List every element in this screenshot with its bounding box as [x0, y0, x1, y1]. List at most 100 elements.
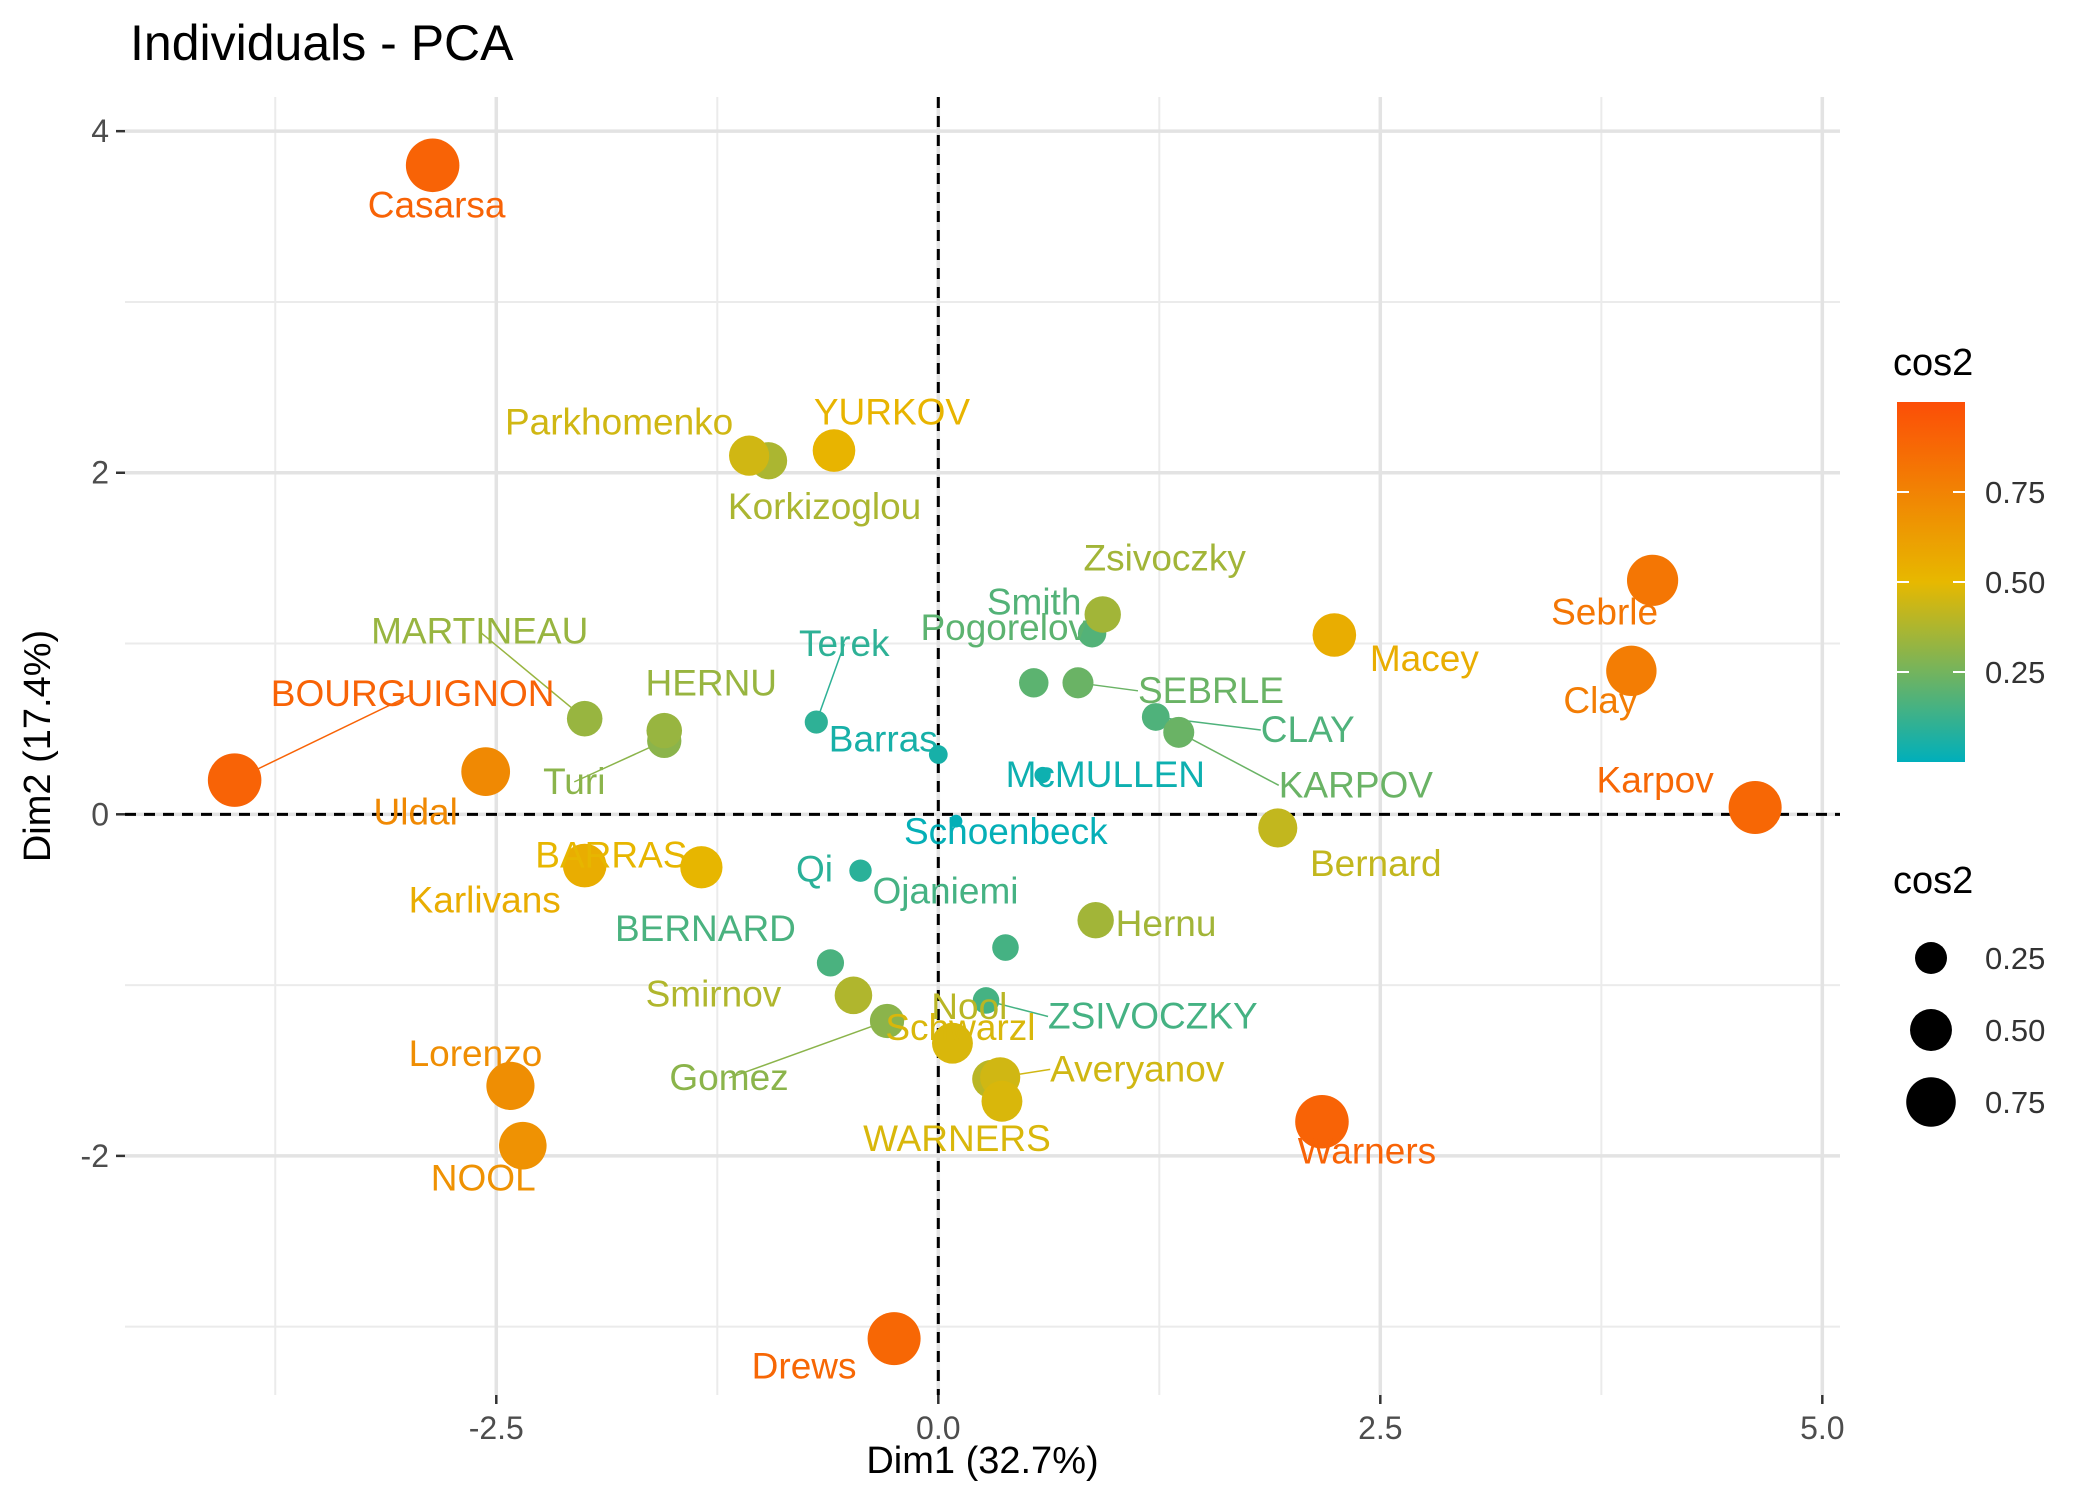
point-label-macey: Macey — [1370, 638, 1479, 679]
point-label-warners: WARNERS — [863, 1118, 1051, 1159]
grid-lines — [125, 97, 1840, 1395]
point-martineau — [566, 700, 603, 737]
point-label-smirnov: Smirnov — [646, 973, 782, 1014]
point-pogorelov — [1019, 668, 1049, 698]
point-hernu — [1077, 902, 1114, 939]
point-macey — [1312, 613, 1357, 657]
point-label-karpov: KARPOV — [1279, 764, 1434, 805]
point-warners — [981, 1080, 1023, 1122]
point-bernard — [1258, 808, 1298, 848]
leader-line — [815, 643, 846, 723]
x-tick-label: 5.0 — [1800, 1410, 1844, 1446]
point-label-mcmullen: McMULLEN — [1006, 754, 1205, 795]
legends: cos2 0.75 0.50 0.25 cos2 0.25 0.50 0.75 — [1893, 342, 2045, 1127]
point-drews — [867, 1312, 921, 1366]
point-label-clay: CLAY — [1261, 709, 1355, 750]
point-zsivoczky — [972, 987, 1000, 1014]
size-legend-key — [1915, 942, 1947, 974]
point-hernu — [646, 712, 683, 749]
point-label-parkhomenko: Parkhomenko — [505, 402, 733, 443]
point-barras — [928, 745, 948, 764]
point-label-sebrle: SEBRLE — [1138, 670, 1284, 711]
point-label-barras: Barras — [829, 719, 938, 760]
point-label-turi: Turi — [543, 761, 605, 802]
point-label-nool: Nool — [931, 986, 1007, 1027]
leader-line — [234, 693, 413, 781]
point-label-terek: Terek — [799, 623, 890, 664]
point-label-karpov: Karpov — [1597, 759, 1715, 800]
y-tick-label: 4 — [91, 113, 109, 149]
point-bourguignon — [207, 753, 262, 807]
leader-line — [1178, 731, 1280, 786]
point-label-nool: NOOL — [431, 1158, 536, 1199]
point-terek — [804, 710, 828, 734]
point-label-zsivoczky: Zsivoczky — [1084, 537, 1247, 578]
color-legend-label: 0.25 — [1985, 655, 2045, 690]
point-lorenzo — [486, 1061, 535, 1110]
point-label-bernard: BERNARD — [615, 908, 796, 949]
point-label-karlivans: Karlivans — [409, 880, 561, 921]
point-barras — [680, 846, 723, 889]
point-bernard — [816, 949, 845, 977]
size-legend-title: cos2 — [1893, 860, 1973, 902]
point-label-drews: Drews — [752, 1346, 857, 1387]
point-clay — [1606, 645, 1657, 697]
point-label-zsivoczky: ZSIVOCZKY — [1048, 995, 1258, 1036]
point-mcmullen — [1034, 766, 1051, 784]
x-tick-label: 0.0 — [916, 1410, 960, 1446]
point-schwarzl — [931, 1022, 973, 1064]
point-sebrle — [1062, 667, 1094, 699]
point-karpov — [1163, 716, 1195, 748]
x-tick-label: 2.5 — [1358, 1410, 1402, 1446]
color-legend-label: 0.75 — [1985, 475, 2045, 510]
data-points — [207, 138, 1782, 1366]
point-label-smith: Smith — [987, 581, 1082, 622]
point-qi — [849, 859, 872, 882]
point-sebrle — [1626, 554, 1679, 606]
size-legend-label: 0.50 — [1985, 1013, 2045, 1048]
point-label-warners: Warners — [1298, 1131, 1436, 1172]
point-label-sebrle: Sebrle — [1551, 591, 1658, 632]
x-tick-label: -2.5 — [469, 1410, 524, 1446]
x-axis-label: Dim1 (32.7%) — [866, 1440, 1098, 1482]
size-legend-key — [1906, 1077, 1956, 1127]
chart-title: Individuals - PCA — [130, 15, 514, 71]
y-tick-label: 0 — [91, 796, 109, 832]
y-axis-label: Dim2 (17.4%) — [17, 630, 59, 862]
point-label-bernard: Bernard — [1310, 843, 1442, 884]
point-nool — [499, 1121, 547, 1170]
point-label-pogorelov: Pogorelov — [920, 607, 1087, 648]
point-ojaniemi — [992, 934, 1019, 961]
point-label-ojaniemi: Ojaniemi — [872, 871, 1018, 912]
point-label-qi: Qi — [796, 849, 833, 890]
point-label-clay: Clay — [1563, 680, 1638, 721]
reference-lines — [125, 97, 1840, 1395]
y-tick-label: -2 — [81, 1138, 109, 1174]
point-label-schoenbeck: Schoenbeck — [904, 811, 1108, 852]
point-label-barras: BARRAS — [535, 834, 687, 875]
point-label-yurkov: YURKOV — [814, 392, 971, 433]
point-uldal — [461, 747, 511, 796]
point-warners — [1295, 1094, 1349, 1149]
point-label-uldal: Uldal — [374, 792, 458, 833]
point-parkhomenko — [729, 435, 770, 476]
point-casarsa — [405, 138, 460, 193]
point-zsivoczky — [1084, 596, 1121, 633]
point-label-martineau: MARTINEAU — [371, 611, 588, 652]
y-tick-label: 2 — [91, 455, 109, 491]
size-legend-label: 0.25 — [1985, 941, 2045, 976]
axes: -2.5 0.0 2.5 5.0 -2 0 2 4 Dim1 (32.7%) Dim2 (17.4… — [17, 113, 1845, 1482]
leader-line — [728, 1020, 888, 1079]
size-legend-key — [1910, 1009, 1952, 1051]
point-yurkov — [812, 429, 856, 472]
point-gomez — [869, 1003, 905, 1039]
point-schoenbeck — [949, 814, 963, 828]
point-clay — [1141, 703, 1170, 731]
point-karlivans — [562, 843, 607, 888]
point-label-averyanov: Averyanov — [1050, 1048, 1225, 1089]
point-karpov — [1728, 780, 1782, 834]
point-label-bourguignon: BOURGUIGNON — [271, 673, 555, 714]
color-legend-label: 0.50 — [1985, 565, 2045, 600]
